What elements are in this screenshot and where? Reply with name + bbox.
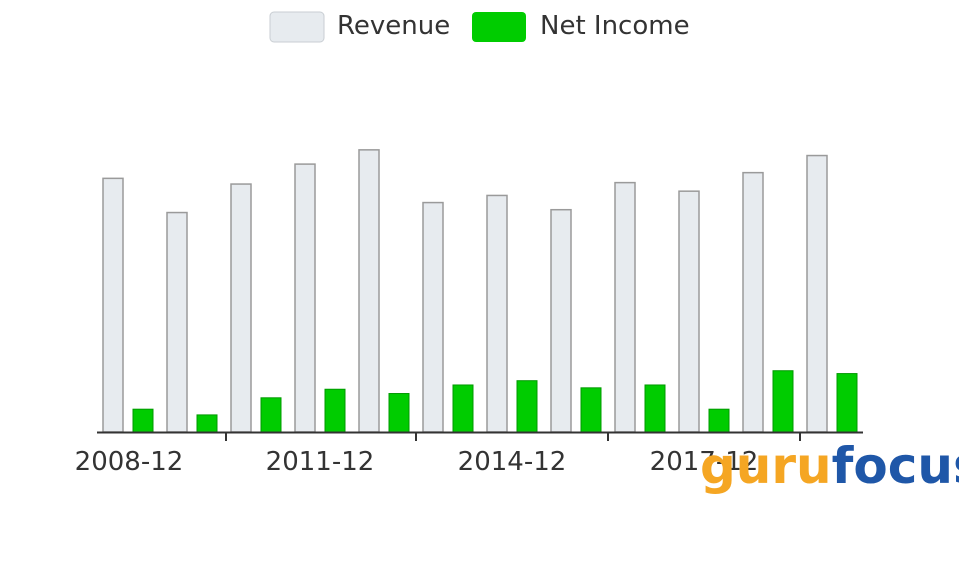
bar-revenue-2019-12[interactable] bbox=[806, 154, 828, 433]
bar-net-income-2015-12[interactable] bbox=[580, 387, 602, 433]
bars bbox=[102, 149, 858, 433]
x-tick-label-2017-12: 2017-12 bbox=[650, 447, 759, 477]
logo-part-guru: guru bbox=[700, 437, 832, 495]
legend-label-revenue[interactable]: Revenue bbox=[337, 11, 450, 41]
bar-net-income-2017-12[interactable] bbox=[708, 408, 730, 433]
bar-revenue-2017-12[interactable] bbox=[678, 190, 700, 433]
x-tick-label-2011-12: 2011-12 bbox=[266, 447, 375, 477]
bar-net-income-2013-12[interactable] bbox=[452, 384, 474, 433]
bar-net-income-2014-12[interactable] bbox=[516, 380, 538, 433]
bar-revenue-2014-12[interactable] bbox=[486, 194, 508, 433]
legend-swatch-revenue[interactable] bbox=[269, 11, 325, 43]
bar-revenue-2018-12[interactable] bbox=[742, 171, 764, 433]
legend: Revenue Net Income bbox=[269, 11, 690, 43]
bar-revenue-2012-12[interactable] bbox=[358, 149, 380, 433]
bar-revenue-2010-12[interactable] bbox=[230, 183, 252, 433]
legend-label-net-income[interactable]: Net Income bbox=[540, 11, 690, 41]
gurufocus-logo: gurufocus bbox=[700, 437, 959, 495]
bar-revenue-2008-12[interactable] bbox=[102, 177, 124, 433]
bar-net-income-2008-12[interactable] bbox=[132, 408, 154, 433]
legend-swatch-net-income[interactable] bbox=[472, 12, 526, 42]
bar-net-income-2018-12[interactable] bbox=[772, 370, 794, 433]
x-tick-label-2014-12: 2014-12 bbox=[458, 447, 567, 477]
bar-revenue-2009-12[interactable] bbox=[166, 211, 188, 433]
bar-net-income-2010-12[interactable] bbox=[260, 397, 282, 433]
bar-revenue-2015-12[interactable] bbox=[550, 208, 572, 433]
logo-part-focus: focus bbox=[832, 437, 959, 495]
bar-net-income-2012-12[interactable] bbox=[388, 393, 410, 433]
bar-revenue-2016-12[interactable] bbox=[614, 181, 636, 433]
x-tick-label-2008-12: 2008-12 bbox=[75, 447, 184, 477]
bar-net-income-2016-12[interactable] bbox=[644, 384, 666, 433]
bar-revenue-2013-12[interactable] bbox=[422, 201, 444, 433]
x-axis: 2008-12 2011-12 2014-12 2017-12 bbox=[75, 431, 863, 477]
bar-net-income-2009-12[interactable] bbox=[196, 414, 218, 433]
bar-net-income-2011-12[interactable] bbox=[324, 388, 346, 433]
bar-net-income-2019-12[interactable] bbox=[836, 373, 858, 433]
bar-revenue-2011-12[interactable] bbox=[294, 163, 316, 433]
svg-text:gurufocus: gurufocus bbox=[700, 437, 959, 495]
